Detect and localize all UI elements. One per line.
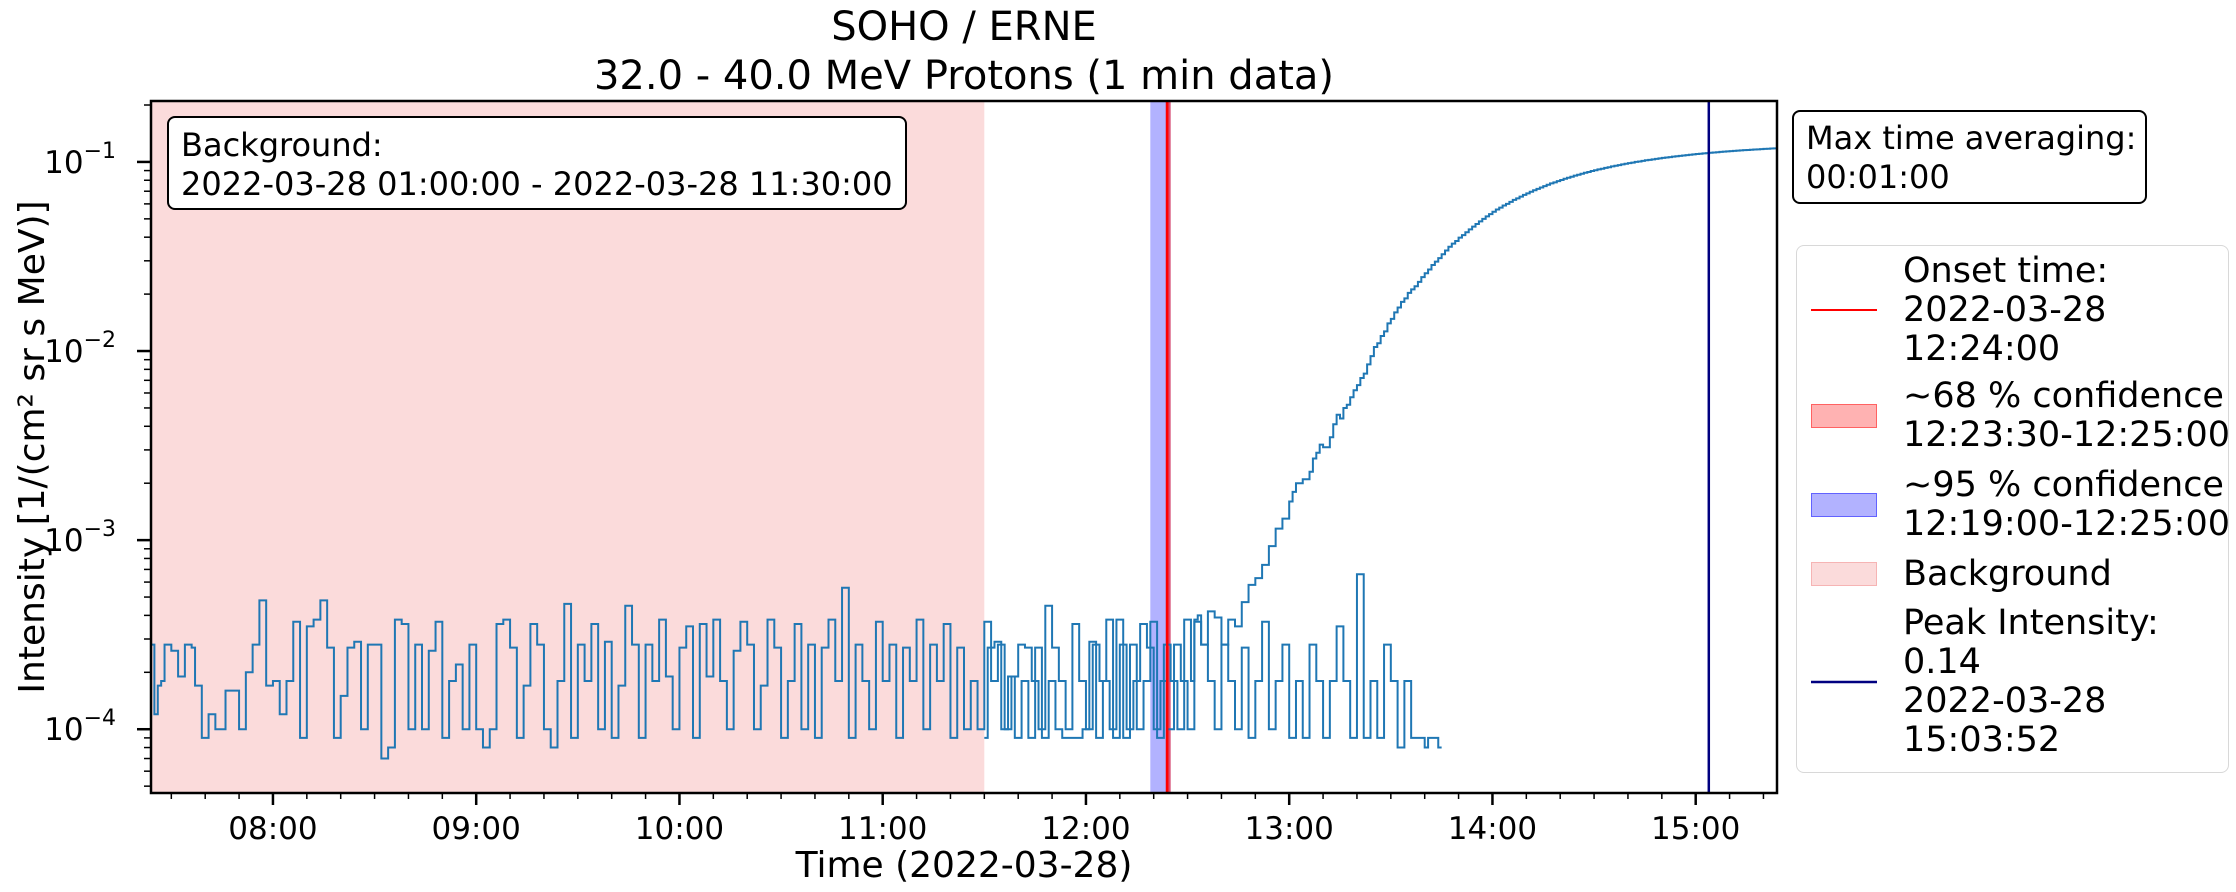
background-annotation-label: Background: bbox=[181, 126, 383, 164]
x-tick-label: 09:00 bbox=[432, 811, 521, 847]
legend-swatch-conf68 bbox=[1811, 404, 1877, 428]
legend-peak-line-1: Peak Intensity: bbox=[1903, 603, 2159, 643]
legend-conf68-line-1: ~68 % confidence bbox=[1903, 376, 2224, 416]
legend-peak-line-4: 15:03:52 bbox=[1903, 720, 2061, 760]
legend: Onset time: 2022-03-28 12:24:00 ~68 % co… bbox=[1796, 245, 2231, 773]
y-tick-label: 10−2 bbox=[44, 328, 116, 370]
legend-swatch-background bbox=[1811, 562, 1877, 586]
vlines-layer bbox=[1166, 101, 1711, 793]
x-axis-label: Time (2022-03-28) bbox=[795, 845, 1133, 886]
x-tick-label: 08:00 bbox=[228, 811, 317, 847]
chart-subtitle: 32.0 - 40.0 MeV Protons (1 min data) bbox=[594, 53, 1334, 99]
legend-background-line-1: Background bbox=[1903, 554, 2112, 594]
background-annotation: Background: 2022-03-28 01:00:00 - 2022-0… bbox=[167, 116, 907, 210]
y-tick-label: 10−3 bbox=[44, 517, 116, 559]
legend-peak-line-3: 2022-03-28 bbox=[1903, 681, 2107, 721]
plot-frame bbox=[149, 99, 1779, 795]
legend-conf68-line-2: 12:23:30-12:25:00 bbox=[1903, 415, 2231, 455]
chart-title: SOHO / ERNE bbox=[831, 4, 1097, 50]
legend-swatch-peak bbox=[1811, 680, 1877, 684]
x-tick-label: 15:00 bbox=[1651, 811, 1740, 847]
y-axis: 10−4 10−3 10−2 10−1 bbox=[44, 104, 151, 787]
max-averaging-annotation: Max time averaging: 00:01:00 bbox=[1792, 110, 2147, 204]
x-tick-label: 14:00 bbox=[1448, 811, 1537, 847]
max-averaging-value: 00:01:00 bbox=[1806, 158, 1950, 196]
x-tick-label: 10:00 bbox=[635, 811, 724, 847]
legend-conf95-line-2: 12:19:00-12:25:00 bbox=[1903, 504, 2231, 544]
legend-onset-line-1: Onset time: bbox=[1903, 251, 2109, 291]
legend-onset-line-2: 2022-03-28 bbox=[1903, 290, 2107, 330]
series-layer bbox=[151, 147, 1777, 760]
spans-layer bbox=[151, 101, 1171, 793]
max-averaging-label: Max time averaging: bbox=[1806, 119, 2137, 157]
x-axis: 08:00 09:00 10:00 11:00 12:00 13:00 14:00 15:00 bbox=[170, 793, 1765, 847]
legend-onset-line-3: 12:24:00 bbox=[1903, 329, 2061, 369]
x-tick-label: 11:00 bbox=[838, 811, 927, 847]
x-tick-label: 12:00 bbox=[1041, 811, 1130, 847]
legend-swatch-conf95 bbox=[1811, 493, 1877, 517]
span-background bbox=[151, 101, 985, 793]
intensity-series-segment bbox=[984, 147, 1777, 739]
background-annotation-range: 2022-03-28 01:00:00 - 2022-03-28 11:30:0… bbox=[181, 165, 893, 203]
legend-peak-line-2: 0.14 bbox=[1903, 642, 1981, 682]
y-tick-label: 10−1 bbox=[44, 139, 116, 181]
y-axis-label: Intensity [1/(cm² sr s MeV)] bbox=[12, 200, 53, 693]
legend-swatch-onset bbox=[1811, 309, 1877, 311]
legend-conf95-line-1: ~95 % confidence bbox=[1903, 465, 2224, 505]
x-tick-label: 13:00 bbox=[1245, 811, 1334, 847]
y-tick-label: 10−4 bbox=[44, 706, 116, 748]
span-95-confidence bbox=[1150, 101, 1171, 793]
